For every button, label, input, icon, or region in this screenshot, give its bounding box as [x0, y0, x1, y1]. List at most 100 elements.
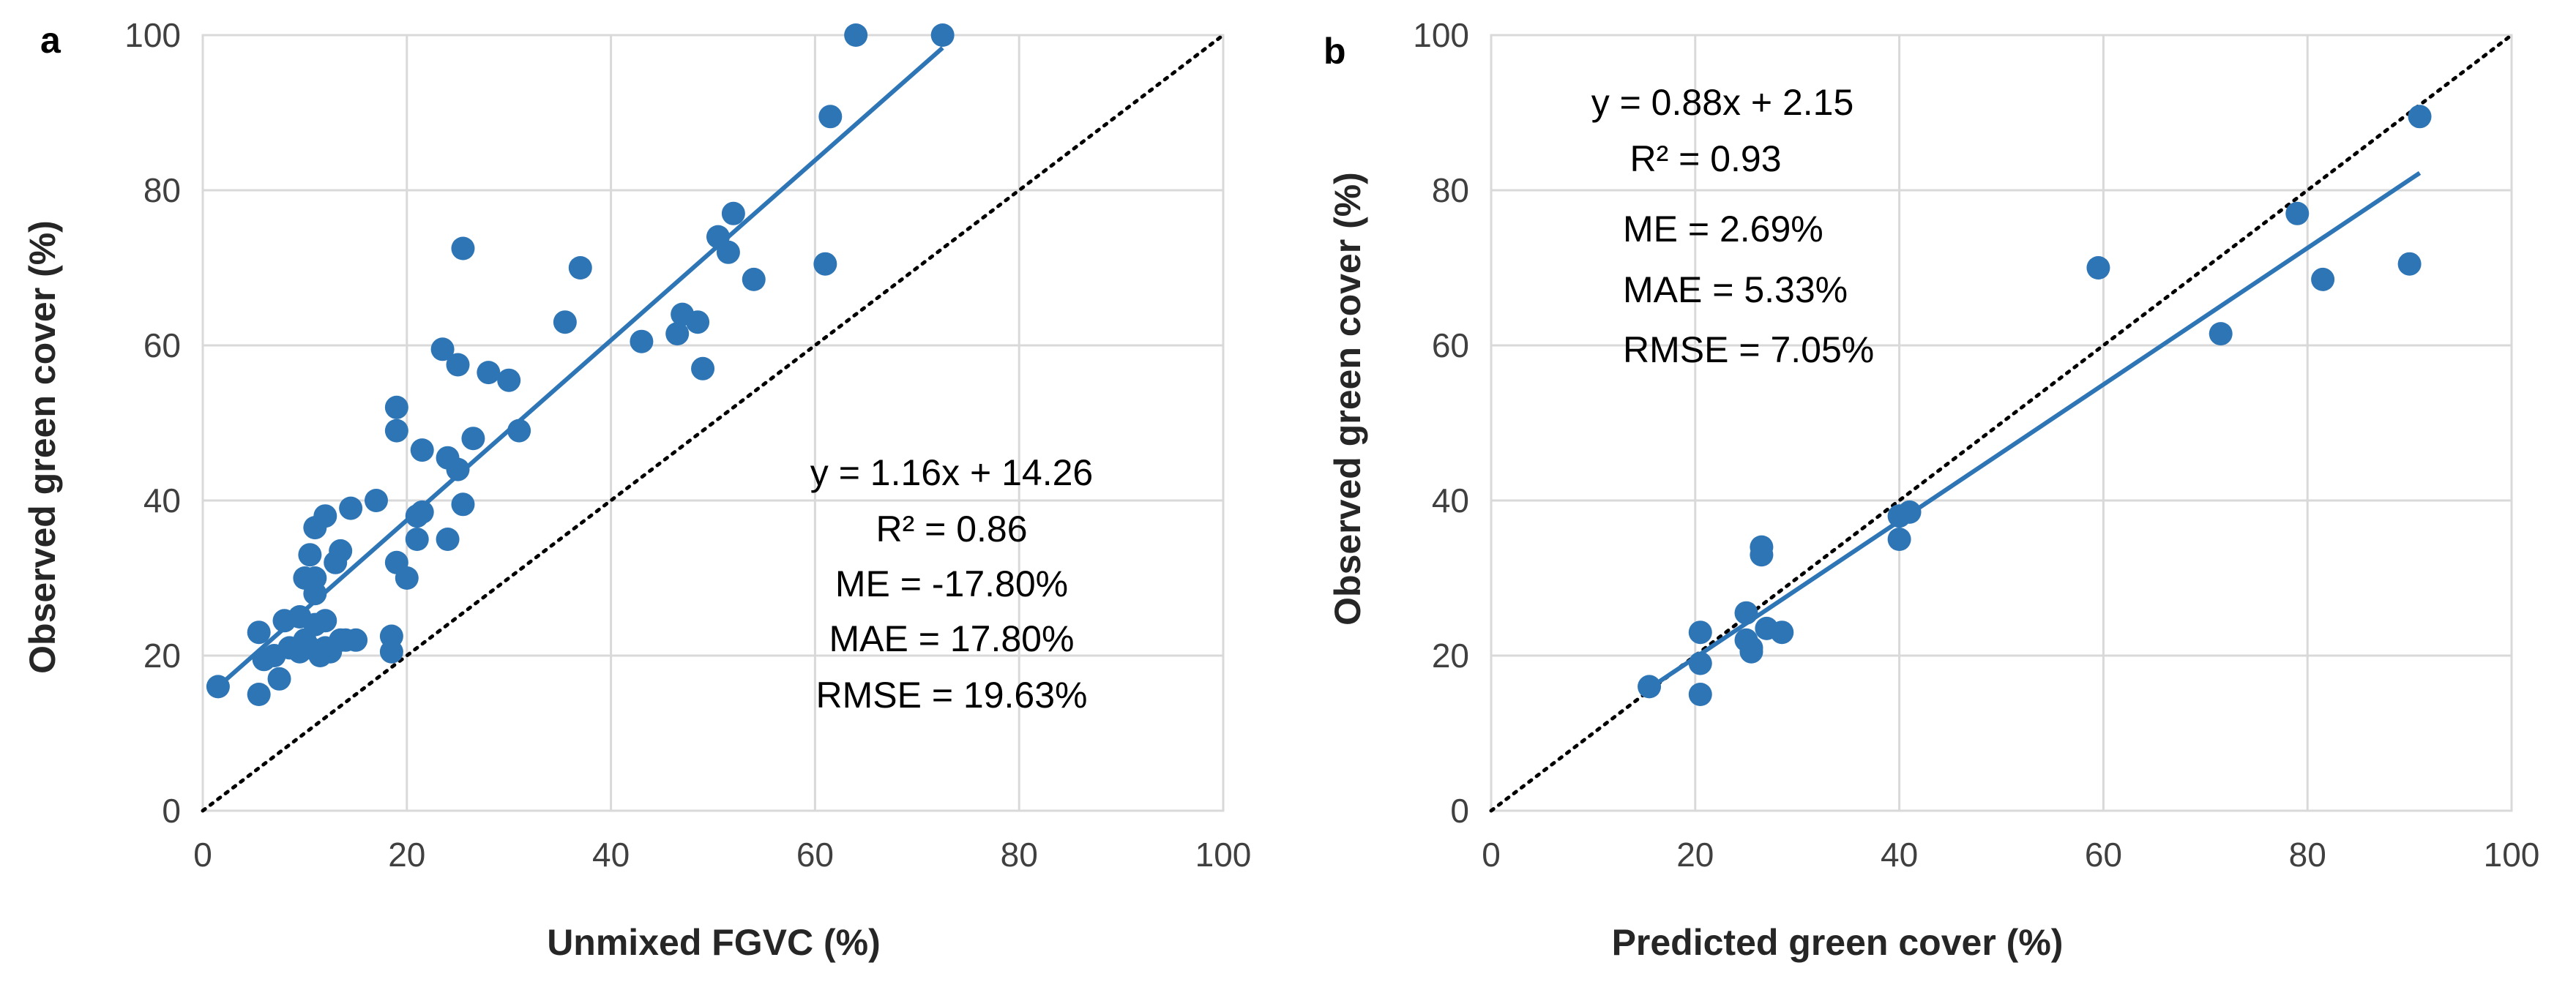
panel-a-ticks: 0 20 40 60 80 100 0 20 40 60 80 100: [124, 16, 1251, 874]
panel-a-data-point: [329, 539, 353, 563]
panel-a-label: a: [40, 20, 61, 61]
panel-a-data-point: [436, 528, 460, 551]
panel-a-data-point: [384, 395, 408, 419]
panel-b-r-squared: R² = 0.93: [1629, 138, 1781, 179]
panel-a-data-point: [267, 667, 291, 691]
panel-a-mae: MAE = 17.80%: [829, 618, 1075, 659]
panel-b-points: [1638, 105, 2432, 706]
panel-a-data-point: [553, 310, 577, 334]
panel-a-y-tick-label: 60: [143, 326, 181, 364]
panel-b-data-point: [2408, 105, 2432, 129]
panel-b-data-point: [1750, 543, 1774, 567]
panel-a-data-point: [497, 368, 521, 392]
panel-a-data-point: [298, 543, 322, 567]
panel-a-data-point: [247, 620, 271, 645]
panel-a-y-tick-label: 80: [143, 171, 181, 209]
panel-a-data-point: [206, 675, 230, 699]
panel-b-y-axis-title: Observed green cover (%): [1327, 172, 1368, 626]
panel-a-y-tick-label: 20: [143, 637, 181, 675]
panel-b-y-tick-label: 80: [1432, 171, 1469, 209]
panel-b-data-point: [2285, 201, 2310, 225]
panel-b-data-point: [1887, 528, 1911, 551]
panel-a-data-point: [930, 23, 955, 47]
panel-a-data-point: [630, 329, 654, 353]
panel-b-data-point: [1688, 683, 1712, 706]
panel-a-data-point: [405, 528, 429, 551]
panel-b-x-axis-title: Predicted green cover (%): [1612, 922, 2064, 963]
panel-a-data-point: [344, 628, 368, 652]
panel-a-data-point: [247, 683, 271, 706]
panel-b-plot-frame: [1490, 34, 2513, 812]
panel-a-data-point: [451, 492, 475, 517]
panel-b-data-point: [1688, 620, 1712, 645]
panel-b-y-tick-label: 60: [1432, 326, 1469, 364]
panel-b-y-tick-label: 100: [1413, 16, 1469, 54]
panel-a-x-tick-label: 40: [592, 836, 630, 874]
panel-a-x-tick-label: 0: [193, 836, 212, 874]
panel-a-y-axis-title: Observed green cover (%): [22, 220, 63, 674]
panel-a-data-point: [507, 419, 531, 443]
panel-a-trendline: [216, 46, 944, 689]
panel-b-regression-stats: y = 0.88x + 2.15 R² = 0.93 ME = 2.69% MA…: [1591, 82, 1875, 370]
panel-a-data-point: [477, 361, 501, 385]
panel-a-data-point: [451, 236, 475, 260]
panel-a-chart: a 0 20 40 60 80 100 0 20 40 60 80 100 Unmixed FGVC …: [22, 16, 1251, 963]
panel-b-data-point: [2086, 256, 2110, 280]
panel-a-data-point: [410, 500, 434, 524]
panel-a-x-tick-label: 100: [1195, 836, 1252, 874]
panel-b-trendline-segment: [1648, 170, 2422, 691]
panel-b-rmse: RMSE = 7.05%: [1623, 329, 1874, 370]
panel-a-data-point: [686, 310, 710, 334]
panel-b-ticks: 0 20 40 60 80 100 0 20 40 60 80 100: [1413, 16, 2539, 874]
panel-a-data-point: [742, 267, 766, 291]
panel-a-x-tick-label: 80: [1001, 836, 1038, 874]
panel-b-data-point: [1770, 620, 1794, 645]
panel-a-data-point: [303, 566, 327, 590]
panel-a-r-squared: R² = 0.86: [876, 509, 1027, 550]
panel-a-data-point: [364, 489, 388, 512]
panel-a-data-point: [691, 356, 715, 380]
panel-a-data-point: [313, 609, 337, 633]
panel-a-data-point: [430, 337, 455, 361]
panel-b-mae: MAE = 5.33%: [1623, 269, 1848, 310]
panel-b-x-tick-label: 100: [2484, 836, 2540, 874]
panel-b-data-point: [2311, 267, 2335, 291]
panel-b-x-tick-label: 20: [1676, 836, 1714, 874]
panel-a-data-point: [716, 240, 740, 264]
panel-a-data-point: [813, 252, 837, 276]
panel-b-equation: y = 0.88x + 2.15: [1591, 82, 1854, 123]
panel-b-label: b: [1324, 31, 1346, 72]
panel-a-data-point: [446, 457, 470, 481]
panel-a-data-point: [568, 256, 592, 280]
panel-a-y-tick-label: 100: [124, 16, 181, 54]
panel-a-me: ME = -17.80%: [835, 563, 1068, 604]
panel-a-one-to-one-segment: [201, 33, 1225, 813]
panel-b-x-tick-label: 80: [2289, 836, 2326, 874]
panel-a-y-tick-label: 40: [143, 481, 181, 520]
panel-a-one-to-one-line: [201, 33, 1225, 813]
panel-a-data-point: [410, 438, 434, 462]
panel-a-data-point: [721, 201, 745, 225]
panel-b-x-tick-label: 0: [1482, 836, 1501, 874]
panel-a-plot-frame: [201, 34, 1225, 812]
panel-a-x-axis-title: Unmixed FGVC (%): [547, 922, 881, 963]
panel-a-data-point: [844, 23, 868, 47]
panel-b-x-tick-label: 60: [2085, 836, 2122, 874]
panel-a-regression-stats: y = 1.16x + 14.26 R² = 0.86 ME = -17.80%…: [810, 452, 1093, 716]
panel-b-data-point: [1739, 640, 1763, 664]
panel-b-data-point: [1688, 651, 1712, 675]
panel-b-y-tick-label: 0: [1450, 792, 1469, 830]
panel-b-me: ME = 2.69%: [1623, 209, 1823, 250]
panel-a-data-point: [313, 504, 337, 528]
panel-a-equation: y = 1.16x + 14.26: [810, 452, 1093, 493]
panel-b-data-point: [1897, 500, 1922, 524]
panel-a-points: [206, 23, 955, 706]
panel-a-data-point: [461, 427, 485, 451]
panel-a-data-point: [446, 353, 470, 377]
panel-b-data-point: [1638, 675, 1662, 699]
panel-a-x-tick-label: 20: [388, 836, 425, 874]
panel-a-data-point: [339, 496, 363, 520]
panel-a-rmse: RMSE = 19.63%: [815, 675, 1087, 716]
panel-a-y-tick-label: 0: [162, 792, 181, 830]
